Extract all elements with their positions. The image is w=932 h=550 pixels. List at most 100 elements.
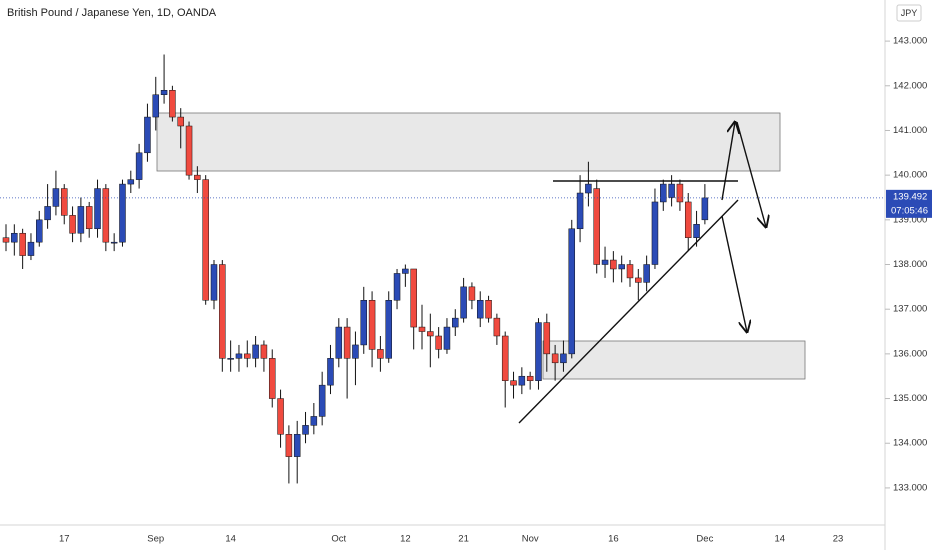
candle-body	[302, 425, 309, 435]
candle-body	[2, 237, 10, 243]
y-tick-label: 135.000	[893, 393, 927, 404]
candle-body	[427, 331, 434, 337]
candle-body	[368, 300, 376, 350]
y-tick-label: 138.000	[893, 259, 927, 270]
candle-body	[693, 224, 700, 238]
y-tick-label: 134.000	[893, 438, 927, 449]
supply-zone	[156, 112, 781, 172]
candles	[2, 54, 709, 484]
candle-body	[219, 264, 226, 359]
currency-label[interactable]: JPY	[901, 8, 918, 18]
candle-body	[526, 375, 534, 381]
x-tick-label: 14	[774, 534, 785, 545]
candle-body	[660, 183, 667, 203]
candle-body	[626, 264, 634, 279]
y-tick-label: 133.000	[893, 482, 927, 493]
y-tick-label: 143.000	[893, 36, 927, 47]
y-tick-label: 139.000	[893, 214, 927, 225]
x-tick-label: Nov	[522, 534, 539, 545]
candle-body	[585, 183, 592, 194]
candle-body	[485, 300, 492, 319]
candle-body	[343, 326, 351, 359]
trend-line	[518, 199, 739, 424]
candle-body	[144, 116, 151, 154]
candle-body	[36, 219, 43, 243]
candle-body	[543, 322, 551, 355]
candle-body	[244, 353, 251, 359]
candle-body	[435, 335, 442, 350]
candle-body	[635, 277, 642, 283]
candle-body	[85, 206, 93, 230]
arrow	[736, 121, 766, 227]
candle-body	[643, 264, 650, 283]
candle-body	[60, 188, 68, 216]
candle-body	[352, 344, 359, 359]
candle-body	[202, 179, 209, 301]
candle-body	[593, 188, 600, 265]
candle-body	[576, 192, 584, 230]
candle-body	[327, 358, 334, 386]
candle-body	[676, 183, 684, 203]
x-tick-label: 21	[458, 534, 469, 545]
candle-body	[385, 300, 392, 359]
last-price-box	[886, 189, 932, 218]
candle-body	[551, 353, 559, 364]
candle-body	[476, 300, 484, 319]
x-tick-label: Sep	[147, 534, 164, 545]
candle-body	[618, 264, 625, 270]
y-tick-label: 137.000	[893, 304, 927, 315]
candle-body	[185, 125, 193, 176]
candle-body	[69, 215, 76, 234]
candle-body	[377, 349, 384, 359]
candle-body	[277, 398, 284, 435]
candle-body	[11, 232, 18, 243]
x-tick-label: 17	[59, 534, 70, 545]
candle-body	[285, 434, 293, 457]
candle-body	[44, 206, 51, 221]
arrow	[721, 122, 735, 201]
candle-body	[410, 268, 417, 328]
candle-body	[293, 434, 301, 457]
candle-body	[684, 201, 692, 238]
candle-body	[310, 416, 318, 426]
candle-body	[468, 286, 476, 301]
candle-body	[227, 358, 234, 360]
drawings	[156, 112, 806, 380]
candle-body	[177, 116, 184, 127]
candle-body	[77, 206, 85, 234]
x-tick-label: Dec	[696, 534, 713, 545]
candle-body	[560, 353, 567, 364]
candle-body	[27, 241, 35, 256]
candle-body	[152, 94, 160, 118]
candle-body	[510, 380, 517, 386]
currency-button[interactable]	[896, 4, 922, 22]
candle-body	[460, 286, 467, 319]
candle-body	[443, 326, 451, 350]
candle-body	[701, 197, 709, 221]
candle-body	[235, 353, 243, 359]
demand-zone	[542, 340, 806, 380]
candle-body	[568, 228, 576, 355]
candle-body	[210, 264, 218, 301]
x-tick-label: 12	[400, 534, 411, 545]
candle-body	[601, 259, 609, 265]
candle-body	[160, 90, 168, 95]
y-tick-label: 142.000	[893, 80, 927, 91]
candle-body	[493, 317, 501, 337]
candle-body	[52, 188, 60, 207]
candle-body	[335, 326, 343, 359]
x-tick-label: Oct	[331, 534, 346, 545]
candle-body	[668, 183, 675, 198]
candle-body	[318, 384, 326, 417]
candle-body	[135, 152, 143, 180]
y-tick-label: 141.000	[893, 125, 927, 136]
candle-body	[252, 344, 259, 359]
candle-body	[452, 317, 459, 328]
candle-body	[268, 358, 276, 399]
candle-body	[94, 188, 101, 230]
candle-body	[360, 300, 368, 346]
arrow	[721, 215, 747, 332]
